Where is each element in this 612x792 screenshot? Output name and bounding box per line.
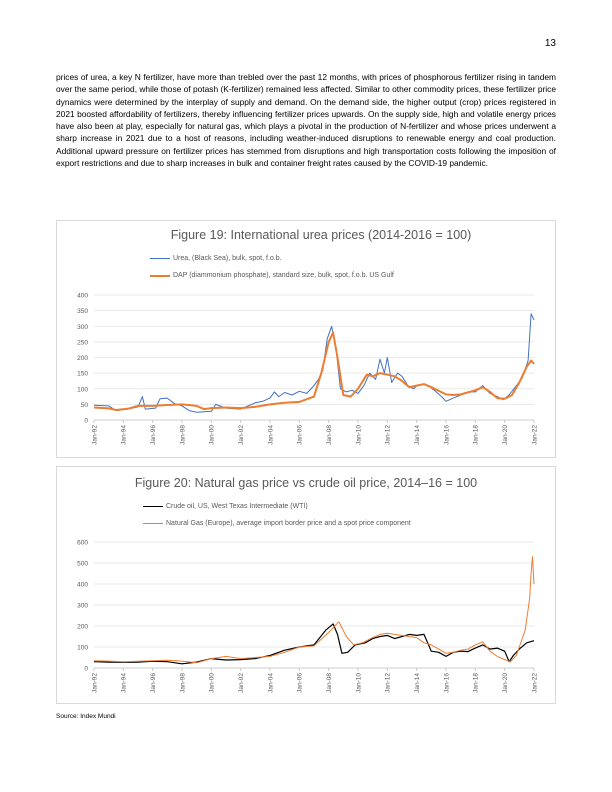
- x-tick-label: Jan-10: [355, 425, 362, 445]
- urea-plot-area: 0 50 100 150 200 250 300 350 400 Jan-92 Jan-94 Jan-…: [77, 293, 538, 445]
- y-tick-label: 600: [77, 540, 88, 547]
- legend-item-natural-gas: Natural Gas (Europe), average import bor…: [143, 515, 411, 532]
- x-tick-label: Jan-92: [91, 425, 98, 445]
- x-tick-label: Jan-96: [150, 425, 157, 445]
- x-tick-label: Jan-18: [473, 425, 480, 445]
- x-tick-label: Jan-96: [150, 673, 157, 693]
- x-tick-label: Jan-04: [267, 673, 274, 693]
- y-tick-label: 0: [84, 418, 88, 425]
- legend-label-natural-gas: Natural Gas (Europe), average import bor…: [166, 520, 411, 527]
- legend-label-crude-oil: Crude oil, US, West Texas Intermediate (…: [166, 503, 308, 510]
- x-tick-label: Jan-22: [531, 673, 538, 693]
- y-tick-label: 100: [77, 386, 88, 393]
- figure-19-urea-chart: Figure 19: International urea prices (20…: [56, 220, 556, 458]
- chart-title: Figure 19: International urea prices (20…: [170, 228, 472, 242]
- y-tick-label: 400: [77, 582, 88, 589]
- x-tick-label: Jan-20: [502, 425, 509, 445]
- source-note: Source: Index Mundi: [56, 713, 116, 720]
- x-tick-label: Jan-92: [91, 673, 98, 693]
- chart-legend: Urea, (Black Sea), bulk, spot, f.o.b. DA…: [150, 250, 394, 284]
- legend-label-dap: DAP (diammonium phosphate), standard siz…: [173, 272, 394, 279]
- legend-swatch-dap: [150, 274, 170, 277]
- y-tick-label: 0: [84, 666, 88, 673]
- x-tick-label: Jan-06: [297, 425, 304, 445]
- chart-legend: Crude oil, US, West Texas Intermediate (…: [143, 498, 411, 532]
- x-tick-label: Jan-12: [385, 425, 392, 445]
- x-tick-label: Jan-12: [385, 673, 392, 693]
- x-tick-label: Jan-94: [121, 673, 128, 693]
- legend-swatch-crude-oil: [143, 506, 163, 507]
- x-tick-label: Jan-00: [209, 425, 216, 445]
- y-tick-label: 300: [77, 324, 88, 331]
- body-paragraph: prices of urea, a key N fertilizer, have…: [56, 72, 556, 169]
- figure-20-gas-oil-chart: Figure 20: Natural gas price vs crude oi…: [56, 466, 556, 704]
- x-tick-label: Jan-18: [473, 673, 480, 693]
- series-line-1: [93, 331, 535, 411]
- legend-swatch-urea: [150, 258, 170, 259]
- series-line-1: [93, 556, 535, 664]
- x-tick-label: Jan-16: [443, 673, 450, 693]
- x-tick-label: Jan-00: [209, 673, 216, 693]
- legend-label-urea: Urea, (Black Sea), bulk, spot, f.o.b.: [173, 255, 282, 262]
- y-tick-label: 200: [77, 355, 88, 362]
- y-tick-label: 350: [77, 308, 88, 315]
- x-tick-label: Jan-08: [326, 673, 333, 693]
- x-tick-label: Jan-14: [414, 673, 421, 693]
- x-tick-label: Jan-04: [267, 425, 274, 445]
- y-tick-label: 50: [81, 402, 89, 409]
- legend-swatch-natural-gas: [143, 523, 163, 524]
- x-tick-label: Jan-10: [355, 673, 362, 693]
- page-number: 13: [544, 38, 556, 49]
- legend-item-urea: Urea, (Black Sea), bulk, spot, f.o.b.: [150, 250, 394, 267]
- x-tick-label: Jan-06: [297, 673, 304, 693]
- x-tick-label: Jan-98: [179, 673, 186, 693]
- x-tick-label: Jan-02: [238, 673, 245, 693]
- x-tick-label: Jan-20: [502, 673, 509, 693]
- x-tick-label: Jan-02: [238, 425, 245, 445]
- y-tick-label: 150: [77, 371, 88, 378]
- legend-item-dap: DAP (diammonium phosphate), standard siz…: [150, 267, 394, 284]
- y-tick-label: 200: [77, 624, 88, 631]
- y-tick-label: 300: [77, 603, 88, 610]
- x-tick-label: Jan-16: [443, 425, 450, 445]
- series-line-0: [93, 623, 535, 665]
- y-tick-label: 500: [77, 561, 88, 568]
- x-tick-label: Jan-08: [326, 425, 333, 445]
- x-tick-label: Jan-98: [179, 425, 186, 445]
- y-tick-label: 250: [77, 339, 88, 346]
- legend-item-crude-oil: Crude oil, US, West Texas Intermediate (…: [143, 498, 411, 515]
- y-tick-label: 400: [77, 293, 88, 300]
- x-tick-label: Jan-22: [531, 425, 538, 445]
- x-tick-label: Jan-94: [121, 425, 128, 445]
- x-tick-label: Jan-14: [414, 425, 421, 445]
- chart-title: Figure 20: Natural gas price vs crude oi…: [134, 476, 478, 490]
- y-tick-label: 100: [77, 645, 88, 652]
- gas-oil-plot-area: 0 100 200 300 400 500 600 Jan-92 Jan-94 Jan-96 Jan…: [77, 540, 538, 693]
